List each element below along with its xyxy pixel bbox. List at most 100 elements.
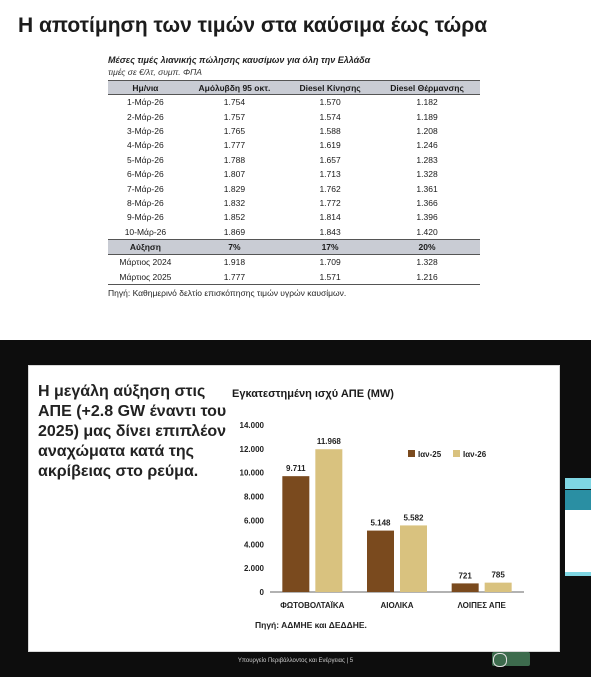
col-header-diesel-heating: Diesel Θέρμανσης — [374, 80, 480, 95]
increase-value: 20% — [374, 238, 480, 256]
table-title: Μέσες τιμές λιανικής πώλησης καυσίμων γι… — [108, 55, 371, 65]
cell-value: 1.709 — [319, 257, 341, 268]
table-row: 8-Μάρ-26 1.832 1.772 1.366 — [108, 196, 480, 210]
cell-value: 1.757 — [223, 111, 246, 122]
cell-date: 4-Μάρ-26 — [127, 140, 164, 151]
cell-value: 1.420 — [416, 226, 438, 237]
bar-data-label: 11.968 — [317, 437, 342, 446]
bar — [400, 525, 427, 592]
bar — [451, 583, 479, 592]
slide-left-text: Η μεγάλη αύξηση στις ΑΠΕ (+2.8 GW έναντι… — [38, 383, 227, 480]
increase-row: Αύξηση 7% 17% 20% — [108, 238, 480, 256]
bar-data-label: 785 — [491, 571, 505, 580]
cell-value: 1.754 — [223, 97, 246, 108]
cell-date: 7-Μάρ-26 — [127, 183, 164, 194]
cell-value: 1.762 — [319, 183, 341, 194]
table-row: 1-Μάρ-26 1.754 1.570 1.182 — [108, 95, 480, 110]
cell-date: Μάρτιος 2025 — [108, 269, 183, 286]
cell-value: 1.777 — [223, 140, 246, 151]
increase-label: Αύξηση — [108, 238, 183, 256]
cell-value: 1.772 — [319, 197, 341, 208]
bar-data-label: 5.582 — [403, 513, 424, 522]
cell-value: 1.366 — [416, 197, 438, 208]
cell-date: 3-Μάρ-26 — [127, 125, 164, 136]
increase-value: 17% — [286, 238, 375, 256]
y-tick-label: 14.000 — [240, 421, 265, 430]
table-source: Πηγή: Καθημερινό δελτίο επισκόπησης τιμώ… — [108, 288, 347, 299]
slide-footer: Υπουργείο Περιβάλλοντος και Ενέργειας | … — [237, 658, 354, 664]
y-tick-label: 2.000 — [244, 564, 265, 573]
cell-value: 1.713 — [319, 169, 341, 180]
table-row: 4-Μάρ-26 1.777 1.619 1.246 — [108, 138, 480, 152]
cell-value: 1.843 — [319, 226, 341, 237]
cell-date: 9-Μάρ-26 — [127, 212, 164, 223]
legend-swatch — [408, 450, 415, 457]
cell-date: 1-Μάρ-26 — [127, 97, 164, 108]
cell-value: 1.182 — [416, 97, 438, 108]
cell-value: 1.574 — [319, 111, 341, 122]
bar — [282, 476, 310, 592]
col-header-diesel-motion: Diesel Κίνησης — [286, 80, 375, 95]
legend-label: Ιαν-26 — [463, 450, 487, 459]
legend-label: Ιαν-25 — [418, 450, 442, 459]
cell-date: 10-Μάρ-26 — [124, 226, 167, 237]
fuel-prices-section: Η αποτίμηση των τιμών στα καύσιμα έως τώ… — [0, 0, 591, 318]
table-row: 10-Μάρ-26 1.869 1.843 1.420 — [108, 225, 480, 240]
decorative-stripe — [565, 478, 591, 489]
bar — [367, 530, 394, 592]
cell-value: 1.852 — [223, 212, 246, 223]
chart-title: Εγκατεστημένη ισχύ ΑΠΕ (MW) — [232, 388, 394, 400]
y-tick-label: 8.000 — [244, 493, 265, 502]
cell-date: 5-Μάρ-26 — [127, 154, 164, 165]
reference-row: Μάρτιος 2025 1.777 1.571 1.216 — [108, 269, 480, 286]
cell-value: 1.765 — [223, 125, 246, 136]
table-subtitle: τιμές σε €/λτ, συμπ. ΦΠΑ — [108, 67, 202, 77]
decorative-stripe — [565, 510, 591, 572]
cell-value: 1.807 — [223, 169, 246, 180]
cell-value: 1.788 — [223, 154, 246, 165]
col-header-unleaded: Αμόλυβδη 95 οκτ. — [182, 80, 287, 95]
cell-value: 1.777 — [182, 269, 287, 286]
legend-swatch — [453, 450, 460, 457]
decorative-stripe — [565, 572, 591, 576]
y-tick-label: 12.000 — [240, 445, 265, 454]
cell-value: 1.571 — [286, 269, 375, 286]
fuel-prices-table: Ημ/νια Αμόλυβδη 95 οκτ. Diesel Κίνησης D… — [108, 80, 480, 286]
bar-data-label: 9.711 — [286, 464, 306, 473]
cell-value: 1.570 — [319, 97, 341, 108]
res-capacity-chart: 0 2.000 4.000 6.000 8.000 10.000 12.000 14.000 9… — [240, 421, 524, 610]
bar — [484, 582, 512, 592]
table-row: 5-Μάρ-26 1.788 1.657 1.283 — [108, 153, 480, 167]
cell-date: 8-Μάρ-26 — [127, 197, 164, 208]
cell-value: 1.814 — [319, 212, 341, 223]
x-category-label: ΛΟΙΠΕΣ ΑΠΕ — [458, 601, 507, 610]
cell-value: 1.832 — [223, 197, 246, 208]
y-tick-label: 0 — [260, 588, 265, 597]
cell-date: 2-Μάρ-26 — [127, 111, 164, 122]
x-category-label: ΦΩΤΟΒΟΛΤΑΪΚΑ — [280, 601, 344, 610]
cell-value: 1.189 — [416, 111, 438, 122]
cell-value: 1.588 — [319, 125, 341, 136]
table-row: 7-Μάρ-26 1.829 1.762 1.361 — [108, 181, 480, 195]
decorative-stripe — [565, 490, 591, 510]
table-header-row: Ημ/νια Αμόλυβδη 95 οκτ. Diesel Κίνησης D… — [108, 80, 480, 95]
reference-row: Μάρτιος 2024 1.918 1.709 1.328 — [108, 255, 480, 270]
bar — [315, 449, 343, 592]
cell-value: 1.328 — [416, 169, 438, 180]
table-row: 3-Μάρ-26 1.765 1.588 1.208 — [108, 124, 480, 138]
increase-value: 7% — [182, 238, 287, 256]
logo-emblem-icon — [493, 653, 507, 667]
cell-value: 1.657 — [319, 154, 341, 165]
col-header-date: Ημ/νια — [108, 80, 183, 95]
page-headline: Η αποτίμηση των τιμών στα καύσιμα έως τώ… — [18, 14, 488, 37]
cell-value: 1.246 — [416, 140, 438, 151]
table-row: 9-Μάρ-26 1.852 1.814 1.396 — [108, 210, 480, 224]
cell-value: 1.829 — [223, 183, 246, 194]
table-row: 6-Μάρ-26 1.807 1.713 1.328 — [108, 167, 480, 181]
cell-date: 6-Μάρ-26 — [127, 169, 164, 180]
cell-value: 1.396 — [416, 212, 438, 223]
y-tick-label: 6.000 — [244, 516, 265, 525]
bar-data-label: 721 — [458, 571, 472, 580]
table-row: 2-Μάρ-26 1.757 1.574 1.189 — [108, 109, 480, 123]
cell-value: 1.208 — [416, 125, 438, 136]
